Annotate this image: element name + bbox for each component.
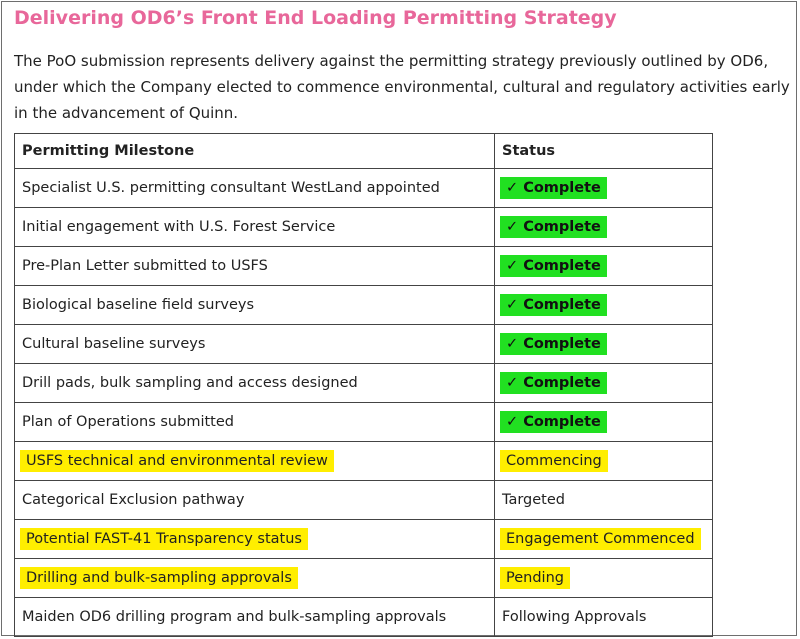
milestone-cell: Plan of Operations submitted <box>14 402 495 442</box>
status-cell: Pending <box>494 558 713 598</box>
milestone-cell: Cultural baseline surveys <box>14 324 495 364</box>
table-row: Maiden OD6 drilling program and bulk-sam… <box>14 597 713 637</box>
status-complete-badge: ✓ Complete <box>500 333 607 355</box>
table-row: Specialist U.S. permitting consultant We… <box>14 168 713 208</box>
milestone-cell: Biological baseline field surveys <box>14 285 495 325</box>
milestone-text: Categorical Exclusion pathway <box>22 492 245 508</box>
status-complete-badge: ✓ Complete <box>500 411 607 433</box>
table-row: Cultural baseline surveys ✓ Complete <box>14 324 713 364</box>
table-row: Initial engagement with U.S. Forest Serv… <box>14 207 713 247</box>
status-complete-badge: ✓ Complete <box>500 216 607 238</box>
status-cell: ✓ Complete <box>494 207 713 247</box>
intro-paragraph: The PoO submission represents delivery a… <box>14 52 790 122</box>
milestone-text: Initial engagement with U.S. Forest Serv… <box>22 219 336 235</box>
permitting-milestones-table: Permitting Milestone Status Specialist U… <box>14 133 713 637</box>
milestone-text: Plan of Operations submitted <box>22 414 234 430</box>
milestone-cell: Potential FAST-41 Transparency status <box>14 519 495 559</box>
table-row: Categorical Exclusion pathway Targeted <box>14 480 713 520</box>
milestone-highlighted-text: Potential FAST-41 Transparency status <box>20 528 308 550</box>
milestone-cell: Specialist U.S. permitting consultant We… <box>14 168 495 208</box>
status-complete-badge: ✓ Complete <box>500 294 607 316</box>
header-status: Status <box>494 133 713 169</box>
table-row: Drill pads, bulk sampling and access des… <box>14 363 713 403</box>
status-cell: ✓ Complete <box>494 285 713 325</box>
milestone-highlighted-text: USFS technical and environmental review <box>20 450 334 472</box>
table-row: Potential FAST-41 Transparency status En… <box>14 519 713 559</box>
milestone-text: Biological baseline field surveys <box>22 297 255 313</box>
status-cell: ✓ Complete <box>494 363 713 403</box>
milestone-text: Drill pads, bulk sampling and access des… <box>22 375 358 391</box>
milestone-text: Specialist U.S. permitting consultant We… <box>22 180 440 196</box>
table-row: Biological baseline field surveys ✓ Comp… <box>14 285 713 325</box>
table-row: Pre-Plan Letter submitted to USFS ✓ Comp… <box>14 246 713 286</box>
status-complete-badge: ✓ Complete <box>500 177 607 199</box>
status-cell: ✓ Complete <box>494 246 713 286</box>
status-highlighted-text: Engagement Commenced <box>500 528 701 550</box>
milestone-highlighted-text: Drilling and bulk-sampling approvals <box>20 567 298 589</box>
status-complete-badge: ✓ Complete <box>500 255 607 277</box>
milestone-cell: USFS technical and environmental review <box>14 441 495 481</box>
table-row: Plan of Operations submitted ✓ Complete <box>14 402 713 442</box>
milestone-text: Cultural baseline surveys <box>22 336 206 352</box>
status-cell: Commencing <box>494 441 713 481</box>
table-row: Drilling and bulk-sampling approvals Pen… <box>14 558 713 598</box>
milestone-cell: Categorical Exclusion pathway <box>14 480 495 520</box>
status-highlighted-text: Commencing <box>500 450 608 472</box>
milestone-cell: Drilling and bulk-sampling approvals <box>14 558 495 598</box>
status-cell: Engagement Commenced <box>494 519 713 559</box>
status-complete-badge: ✓ Complete <box>500 372 607 394</box>
milestone-cell: Initial engagement with U.S. Forest Serv… <box>14 207 495 247</box>
status-text: Targeted <box>502 492 565 508</box>
status-text: Following Approvals <box>502 609 647 625</box>
status-cell: ✓ Complete <box>494 402 713 442</box>
page-title: Delivering OD6’s Front End Loading Permi… <box>14 7 617 29</box>
status-cell: Following Approvals <box>494 597 713 637</box>
table-row: USFS technical and environmental review … <box>14 441 713 481</box>
status-cell: Targeted <box>494 480 713 520</box>
milestone-cell: Maiden OD6 drilling program and bulk-sam… <box>14 597 495 637</box>
header-milestone: Permitting Milestone <box>14 133 495 169</box>
status-cell: ✓ Complete <box>494 324 713 364</box>
table-header-row: Permitting Milestone Status <box>14 133 713 169</box>
status-cell: ✓ Complete <box>494 168 713 208</box>
status-highlighted-text: Pending <box>500 567 570 589</box>
milestone-text: Maiden OD6 drilling program and bulk-sam… <box>22 609 447 625</box>
milestone-text: Pre-Plan Letter submitted to USFS <box>22 258 268 274</box>
milestone-cell: Drill pads, bulk sampling and access des… <box>14 363 495 403</box>
milestone-cell: Pre-Plan Letter submitted to USFS <box>14 246 495 286</box>
